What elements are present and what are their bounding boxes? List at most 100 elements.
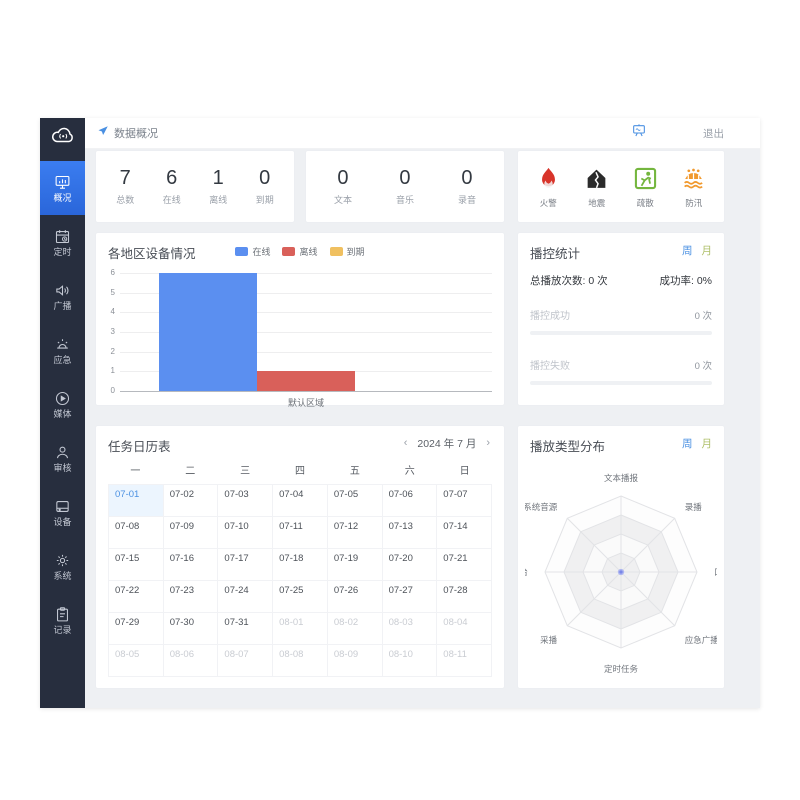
sidebar-item-label: 应急: [53, 354, 72, 365]
play-fail-progressbar: [530, 381, 712, 385]
calendar-cell-08-02[interactable]: 08-02: [327, 613, 383, 645]
device-stat: 7 总数: [116, 168, 134, 205]
calendar-cell-07-15[interactable]: 07-15: [109, 549, 164, 581]
calendar-date-grid: 07-01 07-02 07-03 07-04 07-05 07-06 07-07 07-08…: [108, 484, 492, 677]
calendar-cell-07-05[interactable]: 07-05: [327, 485, 383, 517]
y-axis-tick: 3: [110, 327, 115, 336]
calendar-cell-07-28[interactable]: 07-28: [437, 581, 492, 613]
calendar-cell-07-25[interactable]: 07-25: [273, 581, 328, 613]
evacuation-icon: [633, 166, 658, 196]
sidebar-item-overview[interactable]: 概况: [40, 161, 85, 215]
calendar-cell-08-05[interactable]: 08-05: [109, 645, 164, 677]
calendar-clock-icon: [54, 228, 71, 245]
calendar-cell-07-10[interactable]: 07-10: [218, 517, 274, 549]
calendar-cell-07-31[interactable]: 07-31: [218, 613, 274, 645]
calendar-cell-07-12[interactable]: 07-12: [327, 517, 383, 549]
calendar-cell-07-04[interactable]: 07-04: [273, 485, 328, 517]
emergency-shortcuts-row: 火警 地震 疏散 防汛: [518, 151, 724, 222]
calendar-cell-08-01[interactable]: 08-01: [273, 613, 328, 645]
sidebar-item-system[interactable]: 系统: [40, 539, 85, 593]
calendar-cell-07-29[interactable]: 07-29: [109, 613, 164, 645]
sidebar-item-audit[interactable]: 审核: [40, 431, 85, 485]
month-toggle[interactable]: 月: [701, 245, 713, 257]
logout-button[interactable]: 退出: [703, 127, 724, 140]
gear-icon: [54, 552, 71, 569]
calendar-cell-08-11[interactable]: 08-11: [437, 645, 492, 677]
calendar-cell-08-03[interactable]: 08-03: [382, 613, 438, 645]
media-stat: 0 文本: [334, 168, 352, 205]
stat-label: 在线: [162, 195, 181, 205]
radar-month-toggle[interactable]: 月: [701, 438, 713, 450]
sidebar-item-label: 设备: [53, 516, 72, 527]
calendar-cell-07-13[interactable]: 07-13: [382, 517, 438, 549]
calendar-cell-08-06[interactable]: 08-06: [163, 645, 219, 677]
prev-month-button[interactable]: ‹: [403, 437, 408, 449]
week-toggle[interactable]: 周: [682, 245, 693, 257]
calendar-cell-08-10[interactable]: 08-10: [382, 645, 438, 677]
sidebar-item-broadcast[interactable]: 广播: [40, 269, 85, 323]
calendar-cell-07-11[interactable]: 07-11: [273, 517, 328, 549]
radar-week-toggle[interactable]: 周: [682, 438, 693, 450]
legend-item-在线[interactable]: 在线: [235, 245, 270, 258]
calendar-cell-07-06[interactable]: 07-06: [382, 485, 438, 517]
y-axis-tick: 1: [110, 366, 115, 376]
sidebar-item-label: 概况: [53, 192, 72, 203]
play-success-value: 0 次: [694, 311, 712, 322]
calendar-cell-07-22[interactable]: 07-22: [109, 581, 164, 613]
calendar-cell-07-07[interactable]: 07-07: [437, 485, 492, 517]
screen-board-icon[interactable]: [631, 123, 647, 144]
calendar-cell-07-02[interactable]: 07-02: [163, 485, 219, 517]
calendar-cell-08-09[interactable]: 08-09: [327, 645, 383, 677]
calendar-cell-07-14[interactable]: 07-14: [437, 517, 492, 549]
calendar-cell-07-27[interactable]: 07-27: [382, 581, 438, 613]
sidebar-item-media[interactable]: 媒体: [40, 377, 85, 431]
sidebar-item-records[interactable]: 记录: [40, 593, 85, 647]
calendar-cell-07-18[interactable]: 07-18: [273, 549, 328, 581]
emergency-shortcut-火警[interactable]: 火警: [536, 166, 561, 208]
calendar-cell-08-07[interactable]: 08-07: [218, 645, 274, 677]
stat-value: 6: [166, 167, 178, 189]
calendar-cell-07-30[interactable]: 07-30: [163, 613, 219, 645]
sidebar-item-timing[interactable]: 定时: [40, 215, 85, 269]
calendar-cell-07-24[interactable]: 07-24: [218, 581, 274, 613]
calendar-cell-07-20[interactable]: 07-20: [382, 549, 438, 581]
radar-category-label: 系统音源: [525, 502, 558, 512]
legend-item-到期[interactable]: 到期: [329, 245, 365, 258]
play-type-radar-card: 播放类型分布 周 月 文本播报录播口播应急广播定时任务 采播 FM电台 系统音源: [517, 425, 725, 689]
calendar-cell-07-26[interactable]: 07-26: [327, 581, 383, 613]
legend-item-离线[interactable]: 离线: [282, 245, 318, 258]
sidebar-item-label: 定时: [53, 246, 72, 257]
emergency-shortcut-疏散[interactable]: 疏散: [633, 166, 658, 208]
radar-category-label: 采播: [540, 635, 558, 645]
emergency-shortcut-防汛[interactable]: 防汛: [681, 166, 706, 208]
total-plays-label: 总播放次数: 0 次: [530, 275, 608, 287]
speaker-icon: [54, 282, 71, 299]
sidebar-item-emergency[interactable]: 应急: [40, 323, 85, 377]
y-axis-tick: 6: [110, 268, 115, 277]
calendar-cell-07-19[interactable]: 07-19: [327, 549, 383, 581]
calendar-cell-07-08[interactable]: 07-08: [109, 517, 164, 549]
calendar-cell-07-17[interactable]: 07-17: [218, 549, 274, 581]
calendar-cell-07-16[interactable]: 07-16: [163, 549, 219, 581]
calendar-cell-08-08[interactable]: 08-08: [273, 645, 328, 677]
sidebar-item-label: 媒体: [53, 408, 72, 419]
sidebar-nav: 概况定时广播应急媒体审核设备系统 记录: [40, 156, 85, 708]
play-success-label: 播控成功: [530, 311, 570, 322]
calendar-cell-07-21[interactable]: 07-21: [437, 549, 492, 581]
calendar-cell-07-09[interactable]: 07-09: [163, 517, 219, 549]
stat-label: 离线: [209, 195, 228, 205]
play-fail-value: 0 次: [694, 361, 712, 372]
breadcrumb: 数据概况: [97, 124, 158, 142]
sidebar-item-devices[interactable]: 设备: [40, 485, 85, 539]
calendar-cell-07-23[interactable]: 07-23: [163, 581, 219, 613]
play-totals-row: 总播放次数: 0 次 成功率: 0%: [530, 273, 712, 288]
legend-label: 在线: [252, 247, 271, 257]
calendar-cell-08-04[interactable]: 08-04: [437, 613, 492, 645]
emergency-shortcut-地震[interactable]: 地震: [584, 166, 609, 208]
paper-plane-icon: [97, 124, 109, 142]
calendar-cell-07-03[interactable]: 07-03: [218, 485, 274, 517]
next-month-button[interactable]: ›: [486, 437, 490, 449]
radar-axis-line: [566, 517, 622, 573]
fire-icon: [536, 166, 561, 196]
calendar-cell-07-01[interactable]: 07-01: [109, 485, 164, 517]
